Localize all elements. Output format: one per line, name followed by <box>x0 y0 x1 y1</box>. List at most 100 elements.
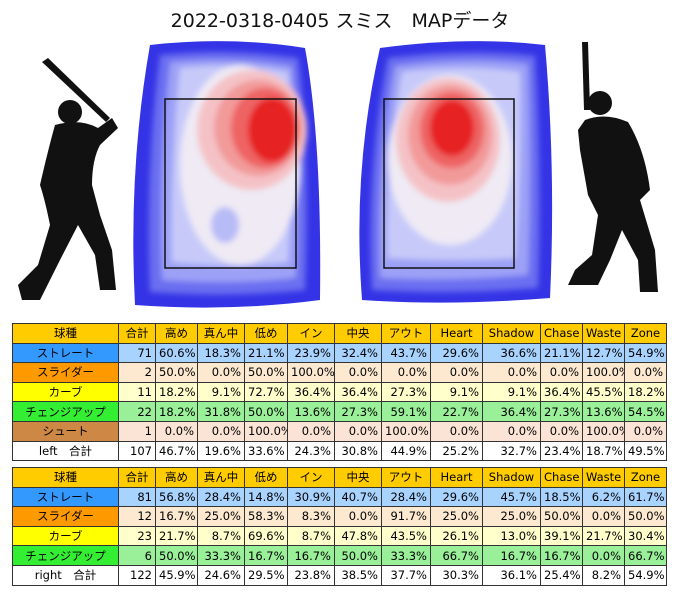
table-cell: 23.4% <box>540 440 583 462</box>
table-cell: 30.8% <box>334 440 382 462</box>
table-row: カーブ 11 18.2% 9.1% 72.7% 36.4% 36.4% 27.3% 9.1% 9.… <box>12 381 667 403</box>
table-cell: 50.0% <box>540 506 583 527</box>
table-cell: Heart <box>430 467 483 488</box>
table-cell: 0.0% <box>334 362 382 383</box>
table-cell: Heart <box>430 323 483 344</box>
table-cell: 13.6% <box>287 401 335 422</box>
table-cell: 9.1% <box>197 381 245 403</box>
table-cell: 24.3% <box>287 440 335 462</box>
table-cell: 54.5% <box>624 401 667 422</box>
table-cell: 6 <box>118 545 156 566</box>
table-cell: 2 <box>118 362 156 383</box>
left-table: 球種 合計 高め 真ん中 低め イン 中央 アウト Heart Shadow Chase Waste Z… <box>12 323 667 462</box>
table-cell: 19.6% <box>197 440 245 462</box>
table-cell: 66.7% <box>430 545 483 566</box>
table-cell: 16.7% <box>540 545 583 566</box>
table-cell: 69.6% <box>244 525 288 547</box>
table-cell: 71 <box>118 342 156 364</box>
table-cell: 真ん中 <box>197 467 245 488</box>
table-cell: 45.5% <box>582 381 625 403</box>
right-batter <box>568 42 658 292</box>
table-cell: 0.0% <box>430 362 483 383</box>
table-cell: 54.9% <box>624 564 667 586</box>
table-cell: 18.7% <box>582 440 625 462</box>
table-cell: 36.1% <box>482 564 541 586</box>
table-cell: 45.7% <box>482 486 541 508</box>
table-cell: 0.0% <box>582 545 625 566</box>
table-cell: アウト <box>381 467 431 488</box>
table-cell: Chase <box>540 467 583 488</box>
table-cell: 50.0% <box>244 362 288 383</box>
table-cell: 60.6% <box>155 342 198 364</box>
table-cell: 低め <box>244 467 288 488</box>
table-cell: 21.7% <box>155 525 198 547</box>
table-cell: 21.7% <box>582 525 625 547</box>
table-cell: 33.3% <box>381 545 431 566</box>
table-cell: 44.9% <box>381 440 431 462</box>
table-cell: 8.7% <box>287 525 335 547</box>
table-cell: 61.7% <box>624 486 667 508</box>
table-cell: 29.6% <box>430 486 483 508</box>
table-cell: 100.0% <box>287 362 335 383</box>
table-cell: 50.0% <box>244 401 288 422</box>
table-cell: 16.7% <box>287 545 335 566</box>
table-cell: 13.6% <box>582 401 625 422</box>
table-row: スライダー 12 16.7% 25.0% 58.3% 8.3% 0.0% 91.7% 25.0%… <box>12 506 667 527</box>
table-cell: ストレート <box>12 486 119 508</box>
table-cell: 26.1% <box>430 525 483 547</box>
table-cell: 16.7% <box>244 545 288 566</box>
table-cell: 6.2% <box>582 486 625 508</box>
table-cell: 66.7% <box>624 545 667 566</box>
left-heatmap <box>133 41 321 308</box>
table-cell: 0.0% <box>197 362 245 383</box>
table-cell: 25.4% <box>540 564 583 586</box>
table-row: チェンジアップ 22 18.2% 31.8% 50.0% 13.6% 27.3% 59.1% 2… <box>12 401 667 422</box>
table-cell: チェンジアップ <box>12 545 119 566</box>
table-cell: 中央 <box>334 323 382 344</box>
table-cell: 16.7% <box>155 506 198 527</box>
table-cell: 25.0% <box>197 506 245 527</box>
table-cell: 22 <box>118 401 156 422</box>
table-cell: 合計 <box>118 467 156 488</box>
right-heatmap <box>359 41 553 303</box>
table-cell: 36.4% <box>482 401 541 422</box>
table-row: スライダー 2 50.0% 0.0% 50.0% 100.0% 0.0% 0.0% 0.0% 0.… <box>12 362 667 383</box>
table-cell: 25.0% <box>430 506 483 527</box>
table-cell: ストレート <box>12 342 119 364</box>
table-cell: 28.4% <box>197 486 245 508</box>
table-cell: Chase <box>540 323 583 344</box>
table-cell: イン <box>287 323 335 344</box>
table-row: 球種 合計 高め 真ん中 低め イン 中央 アウト Heart Shadow Chase Waste Z… <box>12 323 667 344</box>
table-row: left 合計 107 46.7% 19.6% 33.6% 24.3% 30.8% 44.9%… <box>12 440 667 462</box>
table-cell: 72.7% <box>244 381 288 403</box>
table-cell: 54.9% <box>624 342 667 364</box>
table-cell: 23 <box>118 525 156 547</box>
table-cell: 50.0% <box>334 545 382 566</box>
table-cell: 0.0% <box>334 420 382 442</box>
table-cell: 23.8% <box>287 564 335 586</box>
table-cell: 11 <box>118 381 156 403</box>
table-cell: 25.2% <box>430 440 483 462</box>
table-cell: 81 <box>118 486 156 508</box>
table-cell: 40.7% <box>334 486 382 508</box>
right-table: 球種 合計 高め 真ん中 低め イン 中央 アウト Heart Shadow Chase Waste Z… <box>12 467 667 586</box>
table-cell: 38.5% <box>334 564 382 586</box>
table-cell: 32.7% <box>482 440 541 462</box>
table-cell: Zone <box>624 467 667 488</box>
table-cell: 50.0% <box>155 545 198 566</box>
table-cell: 27.3% <box>334 401 382 422</box>
table-cell: 高め <box>155 323 198 344</box>
table-cell: 107 <box>118 440 156 462</box>
table-cell: 58.3% <box>244 506 288 527</box>
table-cell: 23.9% <box>287 342 335 364</box>
table-cell: 122 <box>118 564 156 586</box>
table-cell: 1 <box>118 420 156 442</box>
table-cell: 25.0% <box>482 506 541 527</box>
table-cell: 21.1% <box>244 342 288 364</box>
table-cell: Zone <box>624 323 667 344</box>
table-cell: 真ん中 <box>197 323 245 344</box>
table-cell: 27.3% <box>540 401 583 422</box>
table-cell: 0.0% <box>482 362 541 383</box>
table-cell: 低め <box>244 323 288 344</box>
table-cell: 球種 <box>12 467 119 488</box>
